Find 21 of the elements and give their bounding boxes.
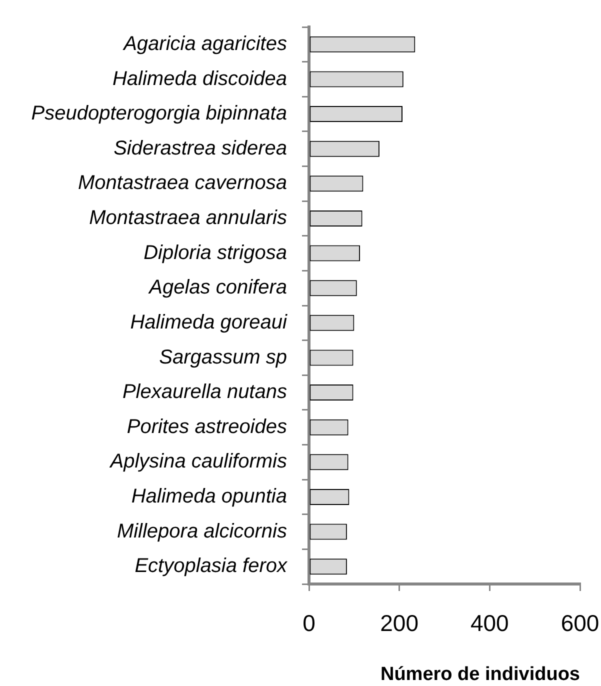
x-tick-label: 0 <box>302 610 316 636</box>
y-tick-label: Montastraea annularis <box>89 207 287 230</box>
y-tick-label: Montastraea cavernosa <box>78 172 287 194</box>
x-tick-label: 600 <box>560 610 600 636</box>
y-tick-label: Diploria strigosa <box>144 242 287 264</box>
y-tick-label: Aplysina cauliformis <box>109 450 287 473</box>
y-tick-label: Halimeda opuntia <box>131 486 287 508</box>
y-tick-label: Siderastrea siderea <box>114 137 287 160</box>
y-tick-label: Sargassum sp <box>159 346 287 368</box>
x-axis-title: Número de individuos <box>380 664 580 685</box>
y-tick-label: Millepora alcicornis <box>116 520 287 542</box>
y-tick-label: Plexaurella nutans <box>122 381 287 404</box>
y-tick-label: Porites astreoides <box>126 416 287 438</box>
x-tick-label: 400 <box>470 610 509 636</box>
y-tick-label: Pseudopterogorgia bipinnata <box>31 102 287 125</box>
y-tick-label: Agaricia agaricites <box>122 32 287 55</box>
x-tick-label: 200 <box>380 610 419 636</box>
y-tick-label: Halimeda goreaui <box>130 311 288 334</box>
y-tick-label: Ectyoplasia ferox <box>134 555 288 578</box>
y-tick-label: Agelas conifera <box>148 276 287 299</box>
y-tick-label: Halimeda discoidea <box>112 68 287 90</box>
